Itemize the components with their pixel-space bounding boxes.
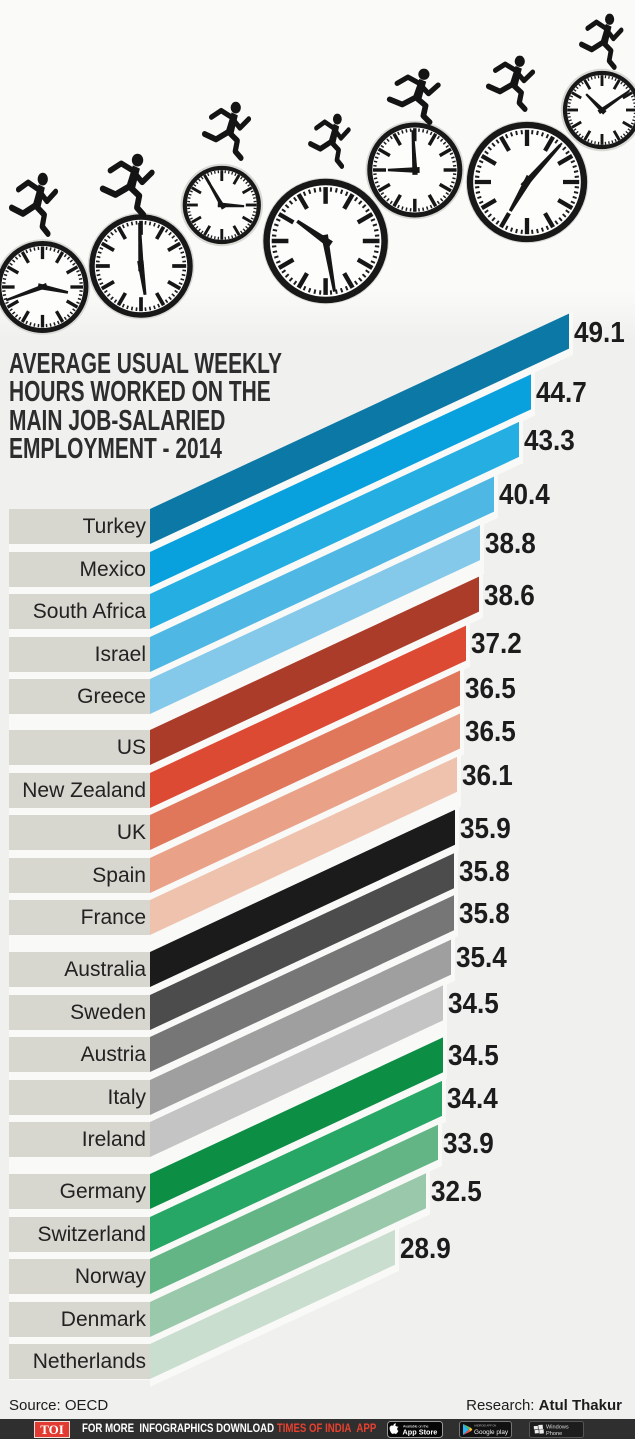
svg-text:Windows: Windows [546, 1425, 569, 1431]
svg-text:Phone: Phone [546, 1431, 562, 1437]
svg-text:ANDROID APP ON: ANDROID APP ON [474, 1424, 496, 1428]
svg-text:Available on the: Available on the [403, 1424, 429, 1428]
svg-text:App Store: App Store [403, 1428, 438, 1437]
svg-text:Google play: Google play [474, 1429, 509, 1436]
